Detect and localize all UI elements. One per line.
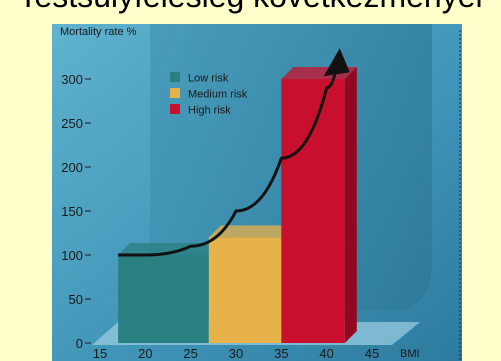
x-axis-label: BMI: [400, 348, 420, 360]
bars: [118, 67, 357, 343]
legend-label: High risk: [188, 105, 231, 117]
y-tick-label: 100: [61, 248, 83, 263]
y-axis-label: Mortality rate %: [60, 26, 137, 38]
legend-label: Low risk: [188, 73, 229, 85]
y-tick-label: 0: [76, 336, 83, 351]
bar-front-face: [118, 255, 209, 343]
risk-curve: [118, 69, 338, 257]
legend-label: Medium risk: [188, 89, 248, 101]
legend-swatch: [170, 72, 180, 82]
x-tick-label: 35: [274, 346, 288, 361]
bar-front-face: [208, 237, 282, 343]
legend: Low risk Medium risk High risk: [170, 72, 248, 117]
y-tick-label: 50: [69, 292, 83, 307]
risk-curve-arrowhead: [323, 48, 350, 77]
x-tick-label: 30: [229, 346, 243, 361]
x-tick-label: 15: [93, 346, 107, 361]
y-tick-label: 250: [61, 116, 83, 131]
bar-side-face: [344, 67, 357, 343]
axes: 0 50 100 150 200 250 300 15 20 25 30 35 40 45: [61, 72, 379, 361]
bar-high-risk: [281, 67, 357, 343]
x-tick-label: 40: [319, 346, 333, 361]
x-tick-label: 45: [365, 346, 379, 361]
legend-swatch: [170, 88, 180, 98]
x-tick-label: 20: [138, 346, 152, 361]
bar-top-face: [208, 225, 294, 238]
bar-medium-risk: [208, 225, 294, 343]
y-tick-label: 150: [61, 204, 83, 219]
y-tick-label: 200: [61, 160, 83, 175]
x-tick-label: 25: [183, 346, 197, 361]
legend-swatch: [170, 104, 180, 114]
y-tick-label: 300: [61, 72, 83, 87]
slide-title: Testsúlyfelesleg következményei: [0, 0, 501, 15]
bar-front-face: [281, 79, 345, 343]
bar-low-risk: [118, 243, 221, 343]
